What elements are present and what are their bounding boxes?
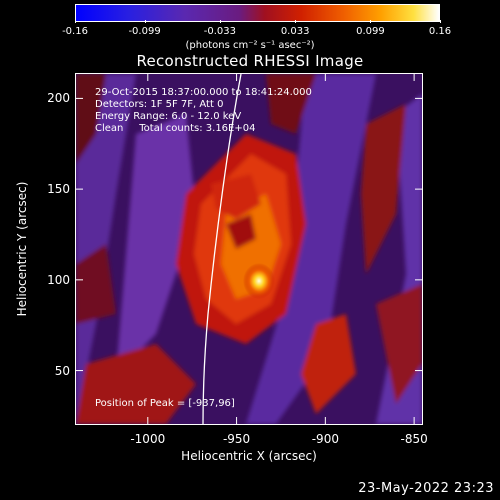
colorbar-tickmark: [219, 20, 221, 23]
colorbar-tick-label: -0.16: [62, 26, 88, 37]
plot-timestamp: 23-May-2022 23:23: [358, 481, 494, 496]
colorbar-tick-label: 0.099: [356, 26, 385, 37]
emission-band: [266, 74, 316, 134]
info-detectors: Detectors: 1F 5F 7F, Att 0: [95, 99, 224, 110]
info-counts: Clean Total counts: 3.16E+04: [95, 123, 256, 134]
y-tick-label: 200: [47, 91, 70, 106]
colorbar-tickmark: [440, 20, 441, 23]
peak-source: [243, 263, 275, 299]
colorbar-tickmark: [295, 20, 297, 23]
x-tick-label: -1000: [130, 432, 166, 446]
colorbar-tick-label: -0.099: [128, 26, 161, 37]
y-axis-label: Heliocentric Y (arcsec): [15, 181, 29, 317]
colorbar-tick-label: -0.033: [203, 26, 236, 37]
y-tick-label: 100: [47, 272, 70, 287]
emission-band: [76, 244, 116, 324]
colorbar: [75, 4, 440, 22]
flare-region: [226, 214, 256, 249]
x-tick-label: -900: [311, 432, 339, 446]
colorbar-units: (photons cm⁻² s⁻¹ asec⁻²): [185, 40, 315, 51]
emission-band: [361, 104, 406, 274]
emission-band: [301, 314, 356, 414]
emission-band: [246, 74, 376, 424]
rhessi-image-map: [76, 74, 422, 424]
emission-band: [376, 284, 422, 404]
info-energy-range: Energy Range: 6.0 - 12.0 keV: [95, 111, 242, 122]
emission-band: [116, 114, 196, 374]
y-tick-label: 150: [47, 182, 70, 197]
colorbar-tickmark: [370, 20, 372, 23]
x-tick-label: -850: [400, 432, 428, 446]
rhessi-image-plot: [75, 73, 423, 425]
colorbar-tickmark: [75, 20, 76, 23]
info-time-range: 29-Oct-2015 18:37:00.000 to 18:41:24.000: [95, 87, 312, 98]
colorbar-tick-label: 0.033: [280, 26, 310, 37]
colorbar-tick-label: 0.16: [428, 26, 452, 37]
x-axis-label: Heliocentric X (arcsec): [181, 449, 317, 463]
y-tick-label: 50: [54, 363, 70, 378]
emission-band: [76, 344, 196, 424]
x-tick-label: -950: [222, 432, 251, 446]
peak-position: Position of Peak = [-937,96]: [95, 398, 235, 409]
emission-band: [76, 74, 106, 164]
colorbar-tickmark: [144, 20, 146, 23]
image-title: Reconstructed RHESSI Image: [136, 52, 364, 70]
solar-limb-line: [202, 74, 242, 424]
